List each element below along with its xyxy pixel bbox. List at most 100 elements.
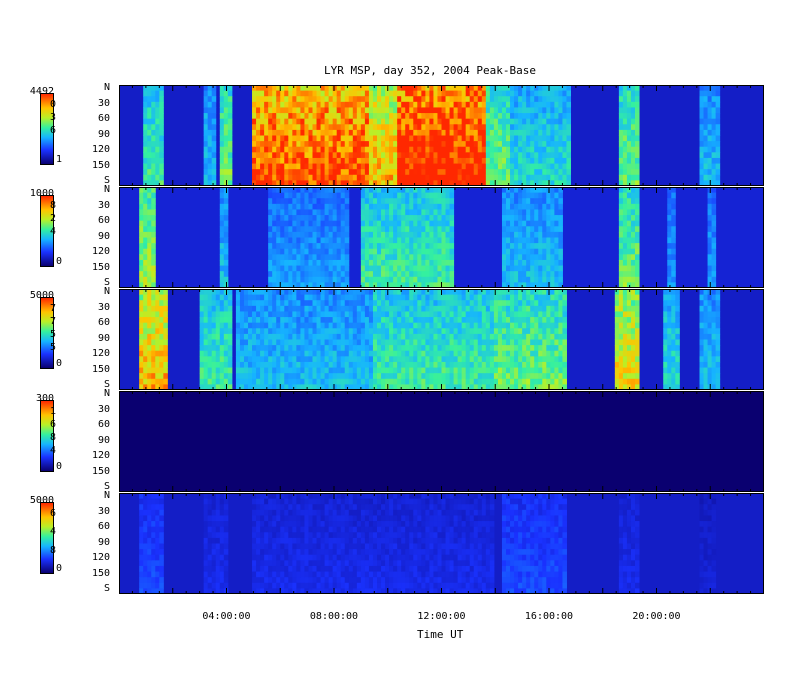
heatmap-cell: [385, 226, 390, 233]
heatmap-cell: [312, 180, 318, 186]
heatmap-cell: [457, 113, 463, 120]
heatmap-cell: [155, 305, 160, 312]
heatmap-cell: [526, 146, 531, 153]
heatmap-cell: [312, 282, 318, 288]
heatmap-cell: [485, 157, 491, 165]
heatmap-cell: [530, 226, 535, 233]
heatmap-cell: [554, 198, 559, 205]
heatmap-cell: [453, 107, 459, 114]
heatmap-cell: [393, 294, 398, 301]
heatmap-cell: [622, 271, 628, 278]
heatmap-cell: [542, 282, 547, 288]
heatmap-cell: [364, 226, 370, 233]
heatmap-cell: [316, 282, 322, 288]
colorbar-4-tick: 4: [49, 445, 56, 456]
heatmap-cell: [381, 361, 386, 369]
heatmap-cell: [280, 215, 285, 222]
heatmap-cell: [377, 345, 382, 352]
heatmap-cell: [312, 152, 318, 159]
heatmap-cell: [457, 311, 463, 318]
heatmap-cell: [538, 237, 543, 244]
colorbar-5-tick: 6: [49, 508, 56, 519]
heatmap-cell: [340, 107, 346, 114]
heatmap-cell: [268, 180, 273, 186]
heatmap-cell: [453, 305, 459, 312]
heatmap-cell: [626, 198, 632, 205]
heatmap-cell: [425, 289, 430, 296]
heatmap-cell: [626, 192, 632, 199]
heatmap-cell: [304, 333, 309, 340]
heatmap-cell: [219, 198, 225, 205]
heatmap-cell: [340, 180, 346, 186]
heatmap-cell: [445, 265, 451, 272]
heatmap-cell: [393, 356, 398, 363]
heatmap-cell: [397, 157, 402, 165]
heatmap-cell: [618, 243, 624, 250]
heatmap-cell: [389, 90, 394, 97]
heatmap-cell: [316, 215, 322, 222]
heatmap-cell: [497, 311, 503, 318]
heatmap-cell: [707, 113, 713, 120]
heatmap-cell: [429, 333, 434, 340]
heatmap-cell: [292, 85, 297, 92]
heatmap-cell: [385, 333, 390, 340]
heatmap-cell: [292, 203, 297, 210]
heatmap-cell: [332, 198, 338, 205]
heatmap-cell: [409, 107, 414, 114]
heatmap-cell: [304, 373, 309, 380]
heatmap-cell: [308, 90, 313, 97]
heatmap-cell: [207, 333, 213, 340]
heatmap-cell: [530, 90, 535, 97]
heatmap-cell: [159, 146, 164, 153]
heatmap-cell: [139, 276, 144, 283]
heatmap-cell: [635, 113, 640, 120]
heatmap-cell: [526, 350, 531, 357]
heatmap-cell: [207, 146, 213, 153]
heatmap-cell: [449, 90, 455, 97]
heatmap-cell: [292, 265, 297, 272]
heatmap-cell: [151, 231, 156, 238]
heatmap-cell: [300, 322, 305, 329]
heatmap-cell: [401, 333, 406, 340]
heatmap-cell: [510, 203, 515, 210]
heatmap-cell: [389, 215, 394, 222]
heatmap-cell: [493, 367, 499, 374]
heatmap-cell: [381, 384, 386, 390]
heatmap-cell: [268, 157, 273, 165]
heatmap-cell: [324, 118, 330, 125]
heatmap-cell: [143, 294, 148, 301]
heatmap-cell: [409, 113, 414, 120]
heatmap-cell: [506, 152, 511, 159]
heatmap-cell: [425, 231, 430, 238]
heatmap-cell: [284, 339, 289, 346]
heatmap-cell: [264, 163, 269, 170]
heatmap-cell: [332, 146, 338, 153]
heatmap-cell: [223, 203, 229, 210]
heatmap-cell: [227, 96, 233, 103]
heatmap-cell: [272, 367, 277, 374]
heatmap-cell: [554, 209, 559, 216]
heatmap-cell: [401, 237, 406, 244]
heatmap-cell: [493, 345, 499, 352]
heatmap-cell: [252, 146, 257, 153]
heatmap-cell: [328, 311, 334, 318]
heatmap-cell: [260, 85, 265, 92]
heatmap-cell: [227, 129, 233, 136]
heatmap-cell: [207, 101, 213, 108]
heatmap-cell: [272, 135, 277, 142]
heatmap-cell: [308, 276, 313, 283]
heatmap-cell: [417, 350, 422, 357]
heatmap-cell: [199, 333, 205, 340]
heatmap-cell: [300, 180, 305, 186]
heatmap-cell: [364, 265, 370, 272]
heatmap-cell: [207, 328, 213, 335]
heatmap-cell: [437, 289, 442, 296]
heatmap-cell: [538, 192, 543, 199]
heatmap-cell: [344, 317, 350, 324]
heatmap-cell: [243, 294, 249, 301]
colorbar-4-tick: 1: [49, 406, 56, 417]
heatmap-cell: [235, 361, 241, 369]
heatmap-cell: [336, 317, 342, 324]
heatmap-cell: [441, 163, 447, 170]
heatmap-cell: [332, 333, 338, 340]
